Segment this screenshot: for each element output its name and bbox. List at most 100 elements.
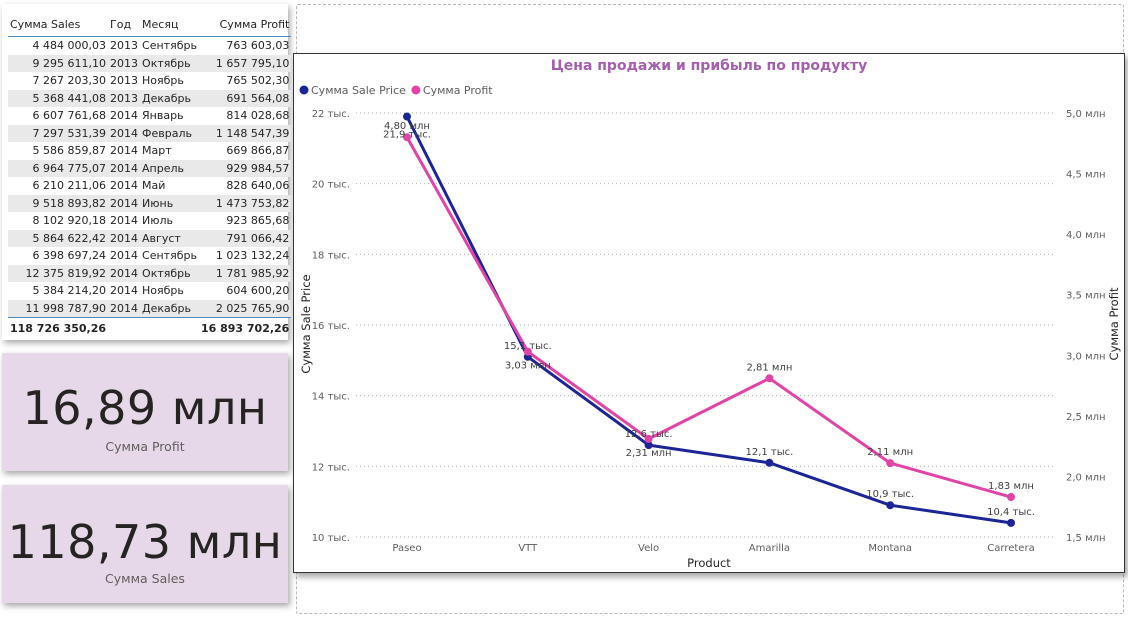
table-row[interactable]: 12 375 819,92 2014 Октябрь 1 781 985,92: [8, 264, 292, 282]
series-line-sale-price[interactable]: [405, 115, 1012, 525]
data-label-profit: 2,11 млн: [867, 447, 913, 458]
profit-cell: 1 657 795,10: [215, 56, 290, 70]
data-point-sale-price[interactable]: [765, 458, 774, 467]
left-axis-tick-label: 16 тыс.: [312, 321, 350, 332]
year-cell: 2014: [110, 196, 139, 210]
right-axis-tick-label: 5,0 млн: [1066, 109, 1106, 120]
data-label-sale-price: 10,9 тыс.: [866, 489, 914, 500]
data-point-profit[interactable]: [644, 434, 653, 443]
month-cell: Май: [142, 179, 166, 193]
profit-card: 16,89 млн Сумма Profit: [2, 353, 288, 471]
year-cell: 2014: [110, 144, 139, 158]
column-header-month[interactable]: Месяц: [142, 17, 179, 31]
year-cell: 2014: [110, 161, 139, 175]
table-row[interactable]: 8 102 920,18 2014 Июль 923 865,68: [8, 212, 291, 230]
profit-cell: 604 600,20: [226, 284, 290, 298]
right-axis-tick-label: 2,0 млн: [1066, 472, 1106, 483]
data-label-profit: 4,80 млн: [384, 121, 430, 132]
table-row[interactable]: 6 964 775,07 2014 Апрель 929 984,57: [8, 159, 292, 177]
x-axis-title: Product: [687, 556, 731, 570]
year-cell: 2014: [110, 109, 139, 123]
year-cell: 2014: [110, 231, 139, 245]
data-point-sale-price[interactable]: [644, 441, 653, 450]
data-point-sale-price[interactable]: [403, 112, 411, 121]
month-cell: Август: [142, 231, 181, 245]
series-line-profit[interactable]: [405, 136, 1012, 499]
year-cell: 2013: [110, 74, 139, 88]
legend-marker-icon: [411, 85, 421, 95]
table-row[interactable]: 11 998 787,90 2014 Декабрь 2 025 765,90: [8, 299, 292, 318]
legend-marker-icon: [299, 85, 309, 95]
sales-cell: 6 210 211,06: [32, 179, 107, 193]
sales-profit-table-visual: Сумма Sales Год Месяц Сумма Profit 4 484…: [2, 4, 292, 340]
table-row[interactable]: 4 484 000,03 2013 Сентябрь 763 603,03: [8, 37, 291, 55]
month-cell: Октябрь: [142, 56, 191, 70]
right-axis-title: Сумма Profit: [1107, 287, 1121, 360]
table-row[interactable]: 6 607 761,68 2014 Январь 814 028,68: [8, 107, 291, 125]
month-cell: Февраль: [142, 126, 192, 140]
left-axis-tick-label: 10 тыс.: [312, 533, 350, 544]
data-point-sale-price[interactable]: [1007, 518, 1015, 527]
sales-cell: 4 484 000,03: [32, 39, 107, 53]
total-sales-cell: 118 726 350,26: [10, 321, 107, 335]
year-cell: 2013: [110, 91, 139, 105]
data-label-sale-price: 12,1 тыс.: [745, 447, 793, 458]
month-cell: Сентябрь: [142, 249, 197, 263]
table-header-row: Сумма Sales Год Месяц Сумма Profit: [8, 12, 292, 37]
sales-cell: 5 586 859,87: [32, 144, 107, 158]
chart-title: Цена продажи и прибыль по продукту: [551, 58, 867, 74]
legend-item-label[interactable]: Сумма Profit: [423, 84, 493, 97]
right-axis-ticks: 1,5 млн 2,0 млн 2,5 млн 3,0 млн 3,5 млн 4,0 м…: [1066, 109, 1106, 544]
table-row[interactable]: 5 864 622,42 2014 Август 791 066,42: [8, 229, 292, 247]
legend-item-label[interactable]: Сумма Sale Price: [311, 84, 406, 97]
profit-cell: 669 866,87: [226, 144, 290, 158]
table-row[interactable]: 5 368 441,08 2013 Декабрь 691 564,08: [8, 89, 292, 107]
left-axis-tick-label: 14 тыс.: [312, 392, 350, 403]
sales-cell: 7 297 531,39: [32, 126, 107, 140]
profit-cell: 923 865,68: [226, 214, 290, 228]
right-axis-tick-label: 4,0 млн: [1066, 230, 1106, 241]
chart-legend: Сумма Sale Price Сумма Profit: [299, 84, 493, 97]
profit-cell: 763 603,03: [226, 39, 290, 53]
sales-profit-table: Сумма Sales Год Месяц Сумма Profit 4 484…: [8, 12, 292, 339]
column-header-year[interactable]: Год: [110, 17, 132, 31]
data-label-sale-price: 15,1 тыс.: [504, 341, 552, 352]
table-row[interactable]: 6 398 697,24 2014 Сентябрь 1 023 132,24: [8, 247, 291, 265]
profit-cell: 765 502,30: [226, 74, 290, 88]
sales-cell: 11 998 787,90: [25, 301, 107, 315]
data-point-profit[interactable]: [886, 459, 895, 468]
year-cell: 2014: [110, 284, 139, 298]
data-label-sale-price: 21,9 тыс.: [383, 130, 431, 141]
table-row[interactable]: 6 210 211,06 2014 Май 828 640,06: [8, 177, 291, 195]
left-axis-tick-label: 12 тыс.: [312, 462, 350, 473]
data-point-profit[interactable]: [765, 374, 774, 383]
column-header-sales[interactable]: Сумма Sales: [10, 17, 81, 31]
table-row[interactable]: 5 384 214,20 2014 Ноябрь 604 600,20: [8, 282, 291, 300]
data-point-profit[interactable]: [403, 133, 411, 142]
profit-cell: 1 148 547,39: [215, 126, 290, 140]
month-cell: Декабрь: [142, 301, 192, 315]
table-row[interactable]: 7 267 203,30 2013 Ноябрь 765 502,30: [8, 72, 291, 90]
table-row[interactable]: 5 586 859,87 2014 Март 669 866,87: [8, 142, 291, 160]
data-point-profit[interactable]: [523, 347, 532, 356]
data-label-profit: 3,03 млн: [505, 361, 551, 372]
year-cell: 2014: [110, 266, 139, 280]
data-point-profit[interactable]: [1007, 493, 1015, 502]
month-cell: Июнь: [142, 196, 174, 210]
line-chart-visual[interactable]: Цена продажи и прибыль по продукту Сумма…: [293, 53, 1125, 573]
table-row[interactable]: 9 295 611,10 2013 Октябрь 1 657 795,10: [8, 54, 292, 72]
data-point-sale-price[interactable]: [886, 501, 895, 510]
year-cell: 2014: [110, 301, 139, 315]
sales-cell: 9 518 893,82: [32, 196, 107, 210]
sales-cell: 6 964 775,07: [32, 161, 107, 175]
table-row[interactable]: 9 518 893,82 2014 Июнь 1 473 753,82: [8, 194, 292, 212]
table-row[interactable]: 7 297 531,39 2014 Февраль 1 148 547,39: [8, 124, 292, 142]
sales-card: 118,73 млн Сумма Sales: [2, 485, 288, 603]
sales-card-value: 118,73 млн: [7, 515, 283, 569]
total-year-cell: [108, 318, 140, 339]
month-cell: Декабрь: [142, 91, 192, 105]
column-header-profit[interactable]: Сумма Profit: [219, 17, 290, 31]
right-axis-tick-label: 1,5 млн: [1066, 533, 1106, 544]
sales-cell: 6 398 697,24: [32, 249, 107, 263]
profit-cell: 828 640,06: [226, 179, 290, 193]
